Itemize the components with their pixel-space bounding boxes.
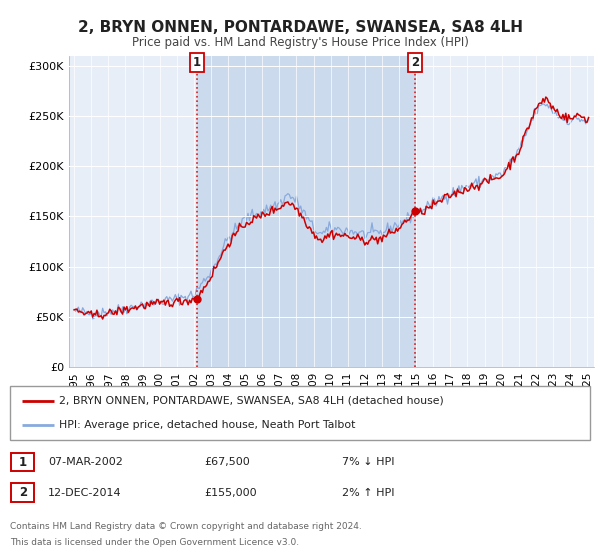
Bar — [197, 56, 415, 367]
Text: HPI: Average price, detached house, Neath Port Talbot: HPI: Average price, detached house, Neat… — [59, 420, 356, 430]
Text: 1: 1 — [19, 455, 27, 469]
Text: 12-DEC-2014: 12-DEC-2014 — [48, 488, 122, 498]
Text: 1: 1 — [193, 56, 201, 69]
FancyBboxPatch shape — [11, 483, 34, 502]
Text: This data is licensed under the Open Government Licence v3.0.: This data is licensed under the Open Gov… — [10, 538, 299, 547]
Text: 2: 2 — [19, 486, 27, 500]
Text: £67,500: £67,500 — [204, 457, 250, 467]
Text: Price paid vs. HM Land Registry's House Price Index (HPI): Price paid vs. HM Land Registry's House … — [131, 36, 469, 49]
Text: £155,000: £155,000 — [204, 488, 257, 498]
Text: 2, BRYN ONNEN, PONTARDAWE, SWANSEA, SA8 4LH (detached house): 2, BRYN ONNEN, PONTARDAWE, SWANSEA, SA8 … — [59, 396, 444, 406]
Text: 7% ↓ HPI: 7% ↓ HPI — [342, 457, 395, 467]
FancyBboxPatch shape — [11, 452, 34, 472]
Text: Contains HM Land Registry data © Crown copyright and database right 2024.: Contains HM Land Registry data © Crown c… — [10, 522, 362, 531]
Text: 2% ↑ HPI: 2% ↑ HPI — [342, 488, 395, 498]
Text: 2, BRYN ONNEN, PONTARDAWE, SWANSEA, SA8 4LH: 2, BRYN ONNEN, PONTARDAWE, SWANSEA, SA8 … — [77, 20, 523, 35]
Text: 2: 2 — [411, 56, 419, 69]
FancyBboxPatch shape — [10, 386, 590, 440]
Text: 07-MAR-2002: 07-MAR-2002 — [48, 457, 123, 467]
